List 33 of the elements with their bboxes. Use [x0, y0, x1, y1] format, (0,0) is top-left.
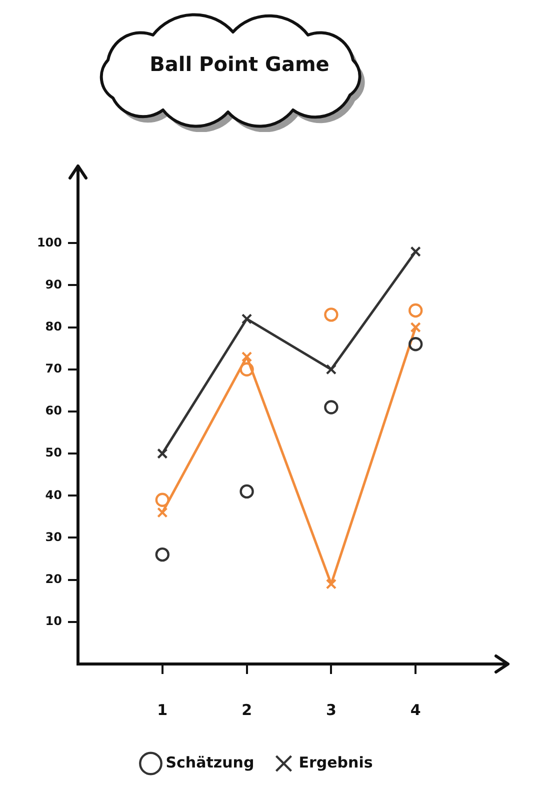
chart-title: Ball Point Game	[148, 52, 330, 76]
point	[410, 246, 421, 257]
y-tick-label: 80	[45, 319, 62, 334]
point	[155, 492, 170, 507]
x-tick-label: 3	[326, 700, 336, 719]
legend-label: Schätzung	[166, 753, 254, 772]
y-tick-label: 50	[45, 446, 62, 460]
point	[157, 448, 168, 459]
point	[157, 507, 168, 518]
point	[410, 322, 421, 333]
y-tick-label: 40	[45, 488, 62, 502]
y-tick-label: 30	[45, 530, 62, 544]
x-tick-label: 1	[157, 700, 168, 719]
point	[326, 364, 337, 375]
point	[241, 351, 252, 362]
point	[324, 400, 338, 414]
point	[240, 484, 254, 499]
point	[326, 578, 337, 590]
y-tick-label: 60	[45, 404, 62, 418]
y-tick-label: 90	[45, 277, 62, 292]
point	[324, 308, 338, 322]
x-tick-label: 4	[410, 700, 421, 719]
y-tick-label: 70	[45, 362, 62, 376]
legend-label: Ergebnis	[298, 753, 373, 772]
point	[240, 362, 254, 376]
point	[241, 314, 252, 324]
y-tick-label: 100	[36, 235, 62, 250]
x-tick-label: 2	[242, 700, 252, 719]
y-tick-label: 20	[45, 572, 62, 586]
point	[155, 547, 170, 562]
y-tick-label: 10	[45, 614, 62, 628]
point	[408, 337, 423, 352]
point	[408, 303, 423, 318]
